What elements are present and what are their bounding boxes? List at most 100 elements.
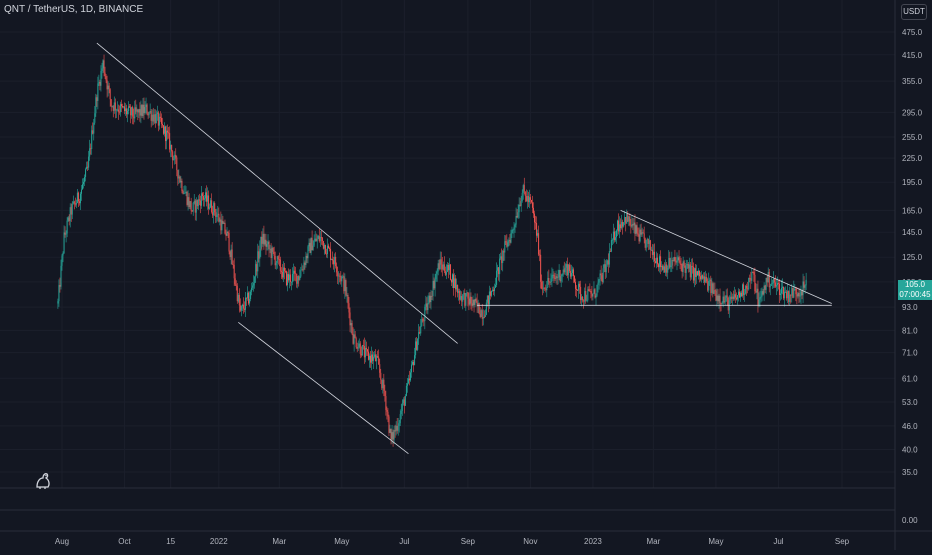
candle-body [264,239,266,245]
candle-body [186,191,188,205]
candle-body [476,301,478,307]
candle-body [614,237,616,241]
candle-body [195,200,197,213]
candle-body [109,89,111,100]
candle-body [472,299,474,306]
trendline-descending-triangle-top [620,210,832,304]
candle-body [201,193,203,197]
candle-body [441,264,443,270]
candle-body [735,297,737,300]
candle-body [696,271,698,276]
candle-body [268,241,270,249]
candle-body [156,112,158,114]
candle-body [341,276,343,282]
candle-body [491,289,493,291]
time-axis[interactable]: Aug Oct 15 2022 Mar May Jul Sep Nov 2023 Mar May Jul… [55,537,850,546]
candle-body [362,345,364,347]
candle-body [639,229,641,242]
candle-body [588,289,590,291]
currency-badge[interactable]: USDT [901,4,927,20]
candle-body [133,116,135,119]
price-axis-tick: 165.0 [902,206,923,215]
candle-body [252,285,254,288]
candle-body [278,259,280,260]
candle-body [266,244,268,247]
candle-body [773,278,775,283]
candle-body [79,193,81,204]
candle-body [305,255,307,265]
candle-body [518,204,520,213]
candle-body [660,256,662,268]
candle-body [564,267,566,273]
candle-body [739,291,741,298]
candle-body [661,265,663,268]
candle-body [144,107,146,114]
candle-body [64,232,66,235]
candle-body [784,291,786,299]
candle-body [484,314,486,318]
candle-body [672,260,674,261]
candle-body [129,106,131,108]
candle-body [404,395,406,406]
candle-body [272,247,274,252]
price-axis-tick: 145.0 [902,228,923,237]
candle-body [311,237,313,251]
candle-body [581,296,583,301]
candle-body [678,257,680,261]
candle-body [92,130,94,134]
candle-body [805,279,807,286]
candle-body [202,196,204,200]
candle-body [220,219,222,231]
candle-body [513,227,515,230]
candle-body [168,132,170,134]
candle-body [218,213,220,222]
candle-body [531,202,533,208]
candle-body [645,240,647,248]
candle-body [60,265,62,287]
candle-body [561,274,563,277]
candle-body [658,264,660,268]
time-axis-tick: May [708,537,723,546]
candle-body [723,296,725,303]
candle-body [175,154,177,158]
candle-body [325,253,327,255]
candle-body [465,293,467,306]
candle-body [433,280,435,289]
candle-body [778,283,780,296]
time-axis-tick: 15 [166,537,175,546]
candle-body [193,200,195,203]
time-axis-tick: Mar [647,537,661,546]
candle-body [379,364,381,373]
candle-body [740,292,742,298]
candle-body [417,338,419,350]
candle-body [566,264,568,276]
candle-body [219,219,221,222]
candle-body [703,276,705,279]
price-axis-tick: 93.0 [902,303,918,312]
candle-body [478,303,480,314]
candle-body [624,216,626,223]
candle-body [447,265,449,271]
candle-body [536,222,538,236]
candle-body [63,232,65,254]
candle-body [340,276,342,282]
price-axis[interactable]: 475.0 415.0 355.0 295.0 255.0 225.0 195.0 165.0… [902,28,923,477]
last-price-tag: 105.0 07:00:45 [898,280,932,300]
candle-body [152,114,154,122]
candle-body [276,256,278,263]
candle-body [774,282,776,287]
candle-body [373,356,375,361]
candle-body [794,288,796,290]
candle-body [671,260,673,266]
candle-body [184,192,186,194]
tradingview-logo-icon[interactable] [34,470,52,490]
candle-body [366,349,368,352]
candle-body [342,276,344,278]
candle-body [350,323,352,326]
candle-body [248,292,250,304]
candle-body [457,284,459,293]
candle-body [306,255,308,259]
candle-body [230,249,232,258]
